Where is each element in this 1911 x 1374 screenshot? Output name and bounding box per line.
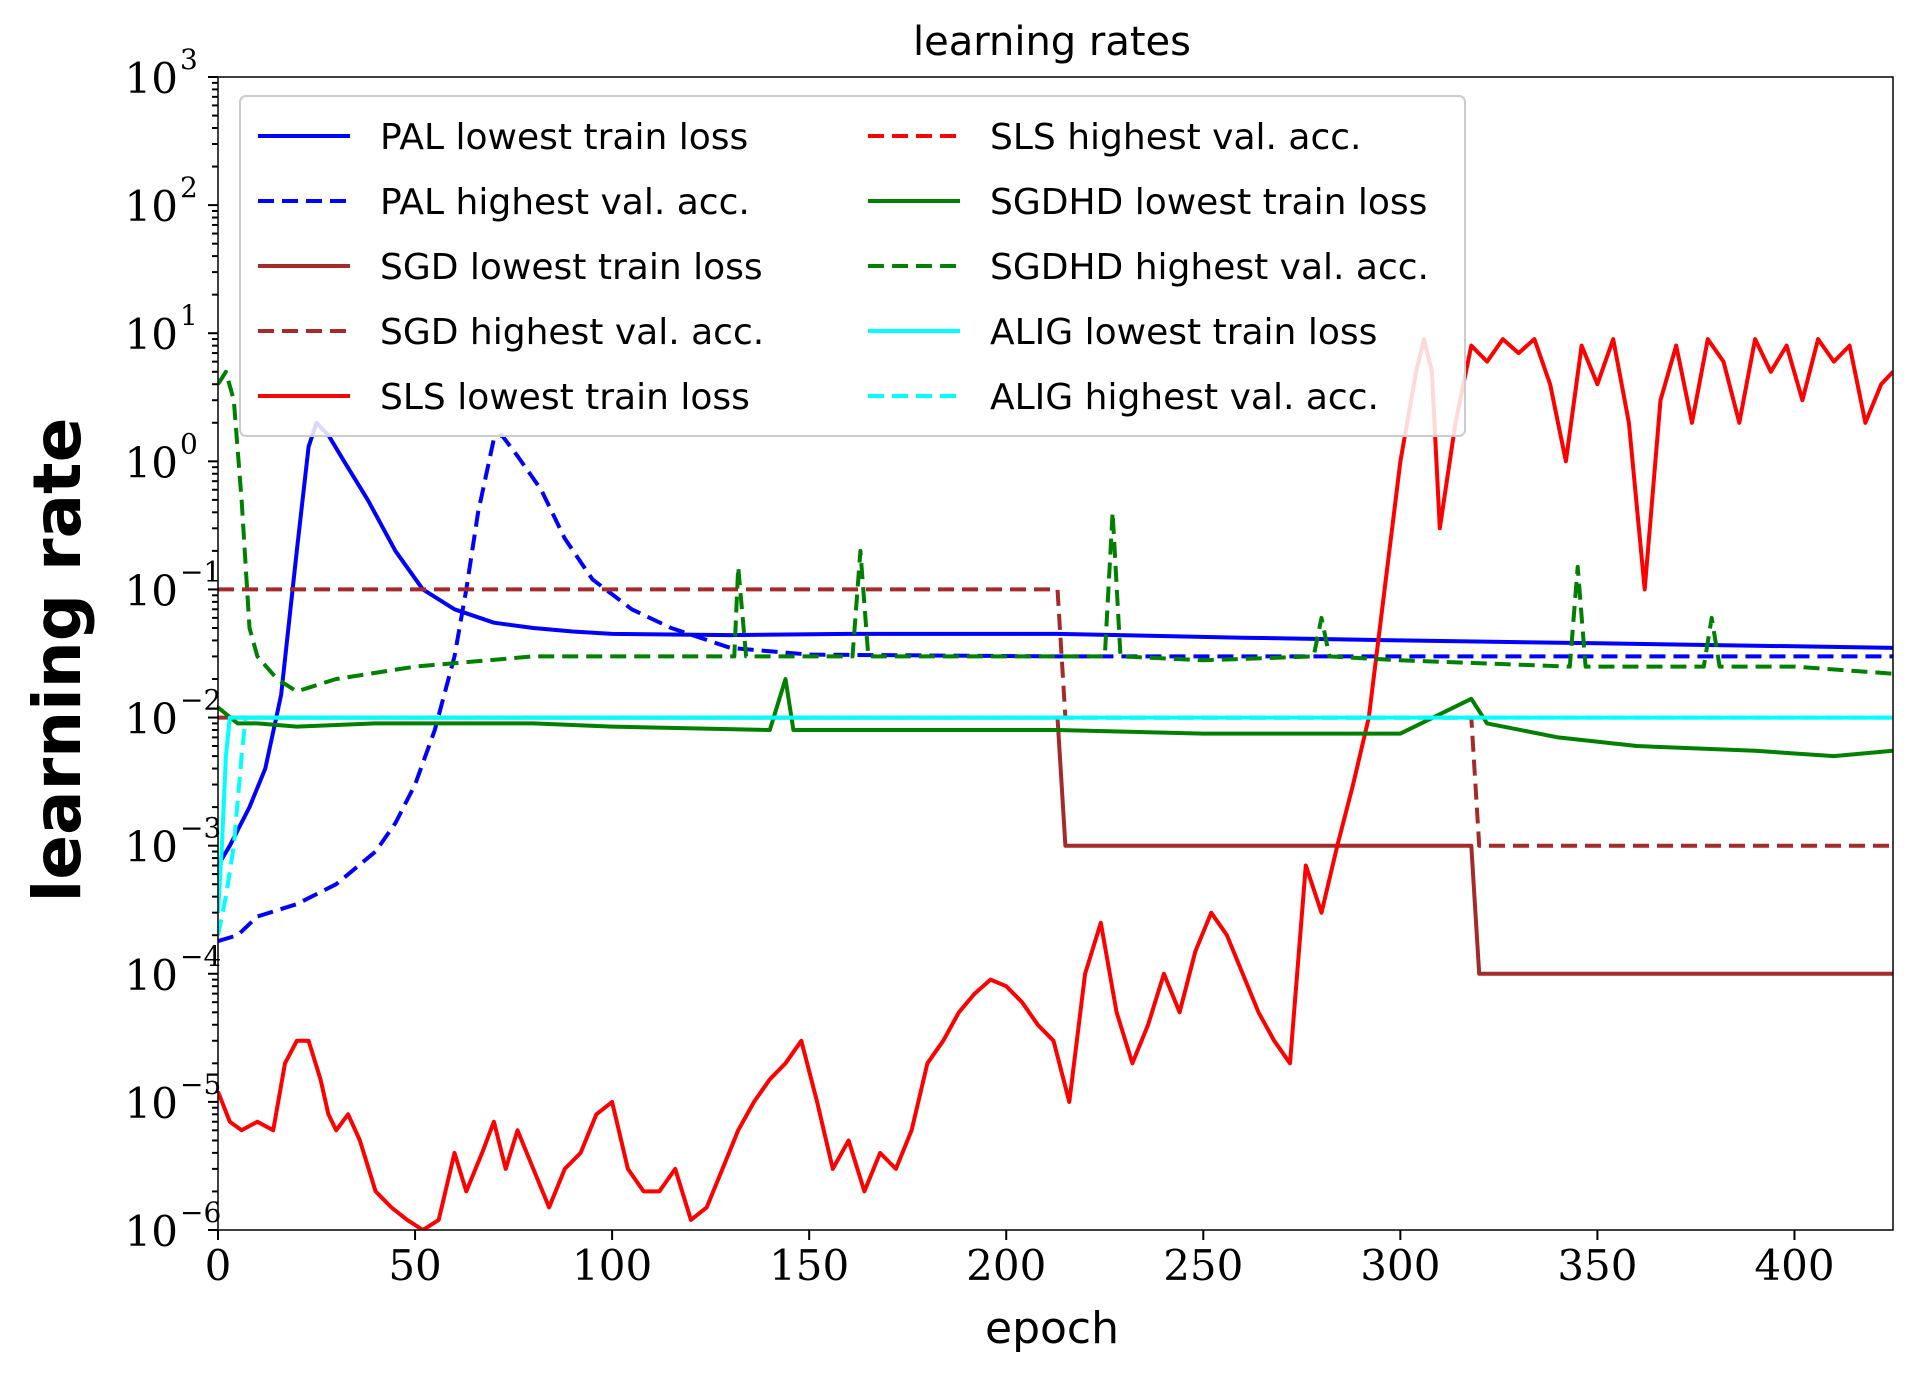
series-line-pal-lowest-train-loss [218, 420, 1893, 867]
legend-label: SGDHD highest val. acc. [990, 247, 1429, 288]
x-tick-label: 200 [966, 1241, 1046, 1290]
series-lines [218, 337, 1893, 1230]
legend-label: SLS lowest train loss [380, 377, 750, 418]
y-tick-exponent: 1 [180, 299, 198, 332]
y-tick-exponent: −5 [180, 1068, 221, 1101]
y-tick-exponent: −4 [180, 940, 221, 973]
plot-area [218, 337, 1893, 1230]
chart-title: learning rates [913, 19, 1191, 65]
x-tick-label: 350 [1557, 1241, 1637, 1290]
x-tick-label: 250 [1163, 1241, 1243, 1290]
series-line-sgd-highest-val-acc [218, 587, 1893, 848]
series-line-sls-lowest-train-loss [218, 337, 1893, 1230]
y-tick-label: 10 [125, 695, 178, 744]
x-axis-label: epoch [985, 1303, 1119, 1354]
plot-frame [217, 76, 1894, 1231]
legend-label: SGD highest val. acc. [380, 312, 764, 353]
series-line-alig-highest-val-acc [218, 715, 1893, 936]
axes: 0 50 100 150 200 250 300 350 40010−610−510−410−3… [125, 43, 1894, 1290]
legend-label: ALIG highest val. acc. [990, 377, 1379, 418]
y-tick-exponent: −6 [180, 1196, 221, 1229]
x-tick-label: 300 [1360, 1241, 1440, 1290]
y-tick-exponent: −1 [180, 555, 221, 588]
legend: PAL lowest train loss PAL highest val. ac… [239, 95, 1466, 437]
y-tick-exponent: 2 [180, 171, 198, 204]
y-tick-exponent: −3 [180, 812, 221, 845]
legend-label: PAL lowest train loss [380, 117, 748, 158]
y-tick-label: 10 [125, 566, 178, 615]
series-line-sgdhd-lowest-train-loss [218, 677, 1893, 759]
x-tick-label: 50 [388, 1241, 441, 1290]
y-tick-label: 10 [125, 182, 178, 231]
y-tick-exponent: −2 [180, 684, 221, 717]
x-tick-label: 150 [769, 1241, 849, 1290]
x-tick-label: 100 [572, 1241, 652, 1290]
x-tick-label: 400 [1754, 1241, 1834, 1290]
y-tick-exponent: 0 [180, 427, 198, 460]
y-tick-label: 10 [125, 1207, 178, 1256]
legend-label: SGDHD lowest train loss [990, 182, 1427, 223]
y-tick-label: 10 [125, 823, 178, 872]
y-tick-label: 10 [125, 54, 178, 103]
x-tick-label: 0 [205, 1241, 232, 1290]
series-line-sgdhd-highest-val-acc [218, 369, 1893, 694]
y-axis-label: learning rate [19, 418, 96, 903]
legend-label: SLS highest val. acc. [990, 117, 1362, 158]
legend-label: PAL highest val. acc. [380, 182, 750, 223]
legend-label: ALIG lowest train loss [990, 312, 1377, 353]
y-tick-label: 10 [125, 951, 178, 1000]
legend-label: SGD lowest train loss [380, 247, 763, 288]
y-tick-label: 10 [125, 310, 178, 359]
y-tick-exponent: 3 [180, 43, 198, 76]
legend-box [239, 95, 1466, 437]
y-tick-label: 10 [125, 438, 178, 487]
y-tick-label: 10 [125, 1079, 178, 1128]
series-line-pal-highest-val-acc [218, 433, 1893, 944]
